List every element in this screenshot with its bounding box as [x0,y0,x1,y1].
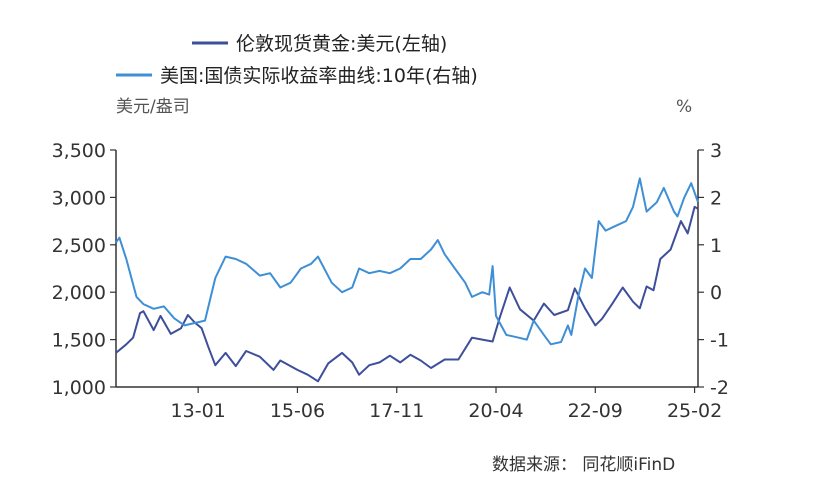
right-y-ticks: -2 -1 0 1 2 3 [698,140,729,399]
left-tick-label: 1,500 [52,330,106,352]
x-tick-label: 22-09 [568,400,623,422]
right-tick-label: 1 [710,235,722,257]
legend-label-gold: 伦敦现货黄金:美元(左轴) [236,33,447,55]
right-tick-label: 0 [710,282,722,304]
source-note: 数据来源： 同花顺iFinD [492,455,675,475]
series-line-real-yield [115,177,699,346]
right-tick-label: 2 [710,187,722,209]
left-y-ticks: 1,000 1,500 2,000 2,500 3,000 3,500 [52,140,116,399]
right-tick-label: 3 [710,140,722,162]
left-tick-label: 1,000 [52,377,106,399]
x-tick-label: 20-04 [468,400,523,422]
x-tick-label: 25-02 [667,400,722,422]
x-tick-label: 15-06 [270,400,325,422]
left-tick-label: 2,000 [52,282,106,304]
left-tick-label: 2,500 [52,235,106,257]
x-tick-label: 13-01 [171,400,226,422]
left-tick-label: 3,000 [52,187,106,209]
right-axis-unit: % [676,97,692,117]
legend: 伦敦现货黄金:美元(左轴) 美国:国债实际收益率曲线:10年(右轴) [116,33,478,87]
x-tick-label: 17-11 [369,400,424,422]
legend-label-yield: 美国:国债实际收益率曲线:10年(右轴) [160,65,478,87]
right-tick-label: -2 [710,377,729,399]
left-axis-unit: 美元/盎司 [116,97,190,117]
series-layer [115,177,699,383]
x-ticks: 13-01 15-06 17-11 20-04 22-09 25-02 [171,387,722,422]
series-line-gold-price [115,205,699,383]
axes [115,150,699,388]
right-tick-label: -1 [710,330,729,352]
left-tick-label: 3,500 [52,140,106,162]
